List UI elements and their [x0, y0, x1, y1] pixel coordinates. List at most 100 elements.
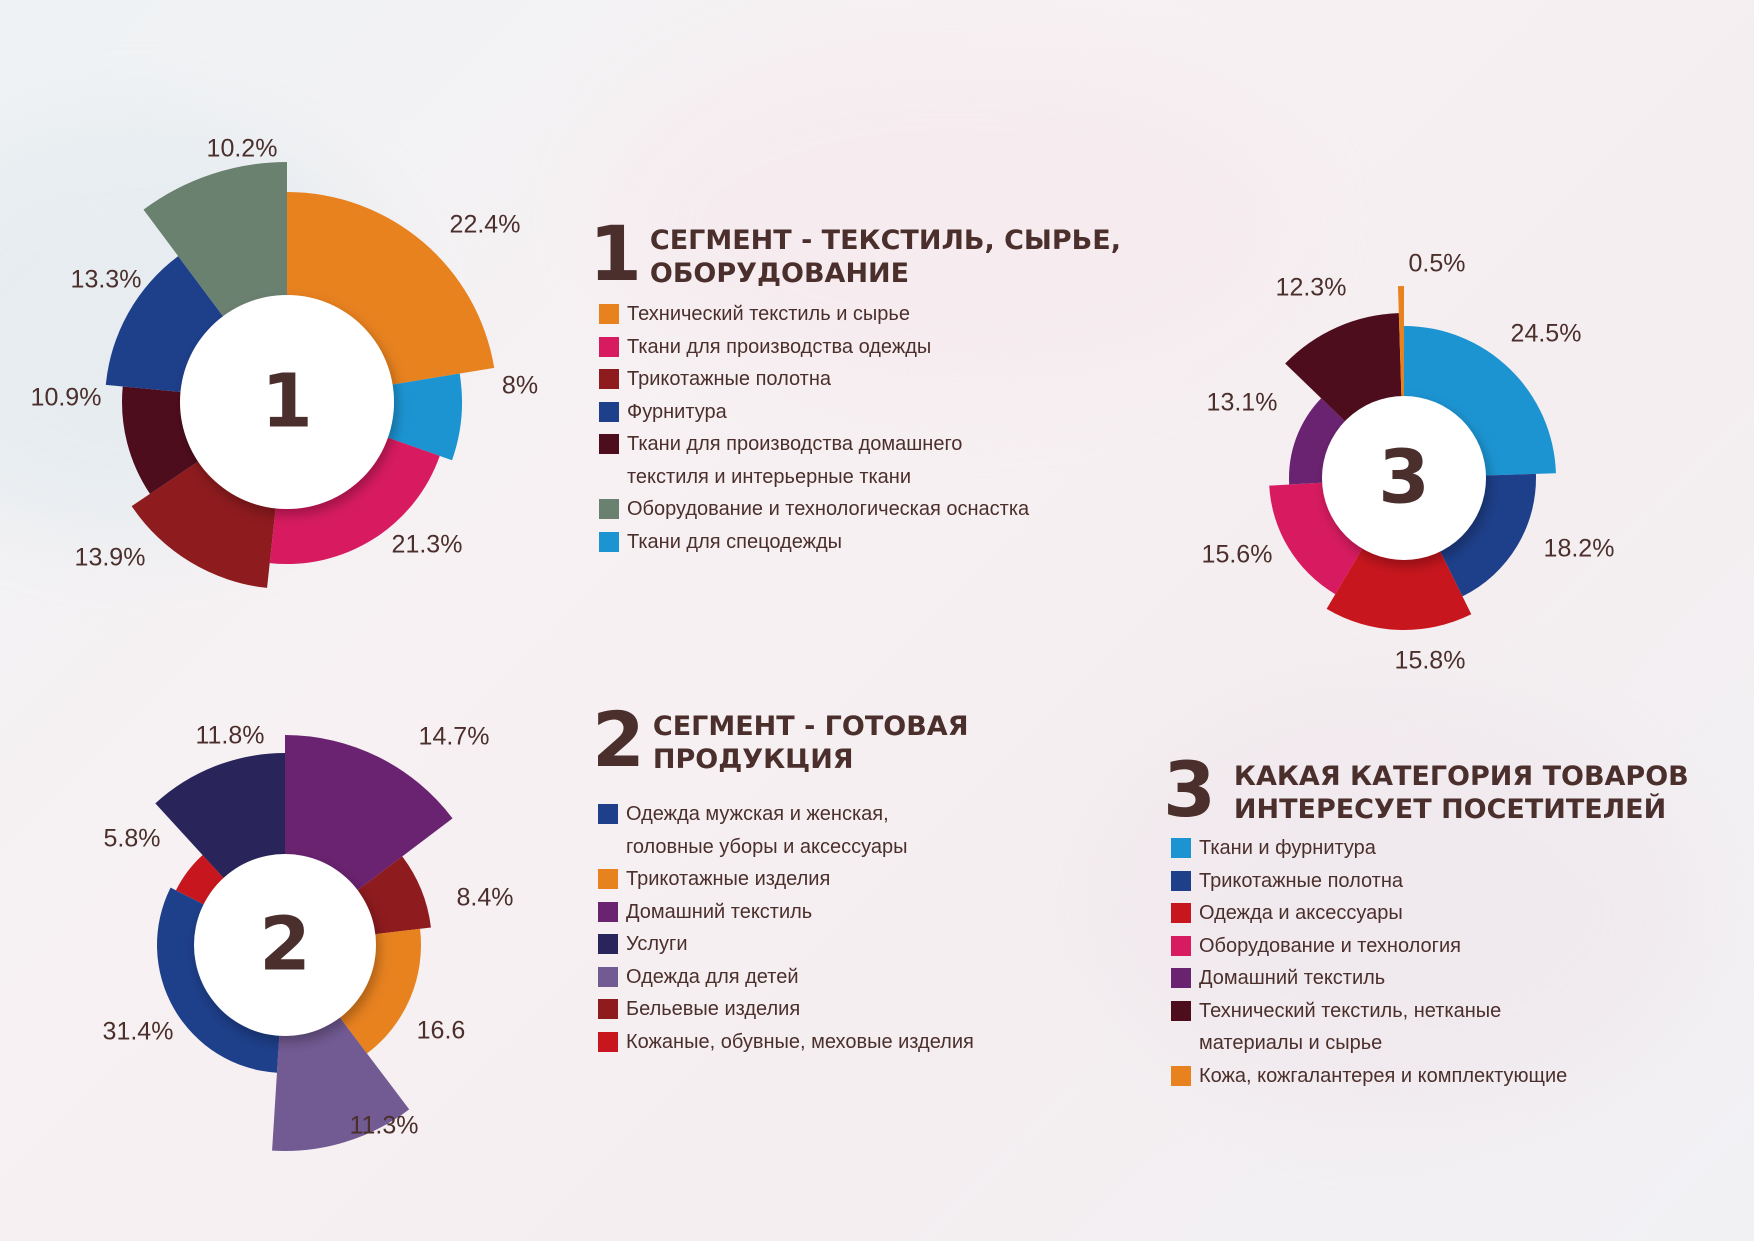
- visitor-interest-title: КАКАЯ КАТЕГОРИЯ ТОВАРОВ ИНТЕРЕСУЕТ ПОСЕТ…: [1233, 761, 1689, 825]
- legend-item: Кожаные, обувные, меховые изделия: [598, 1026, 974, 1059]
- legend-label: Ткани для производства одежды: [627, 335, 932, 358]
- slice-data-label: 0.5%: [1409, 250, 1466, 278]
- visitor-interest-number: 3: [1163, 745, 1216, 834]
- legend-swatch: [598, 934, 618, 954]
- slice-data-label: 14.7%: [419, 723, 490, 751]
- segment-2-number: 2: [592, 695, 645, 784]
- legend-label: Оборудование и технология: [1199, 934, 1461, 957]
- legend-swatch: [599, 434, 619, 454]
- legend-item: Ткани и фурнитура: [1171, 832, 1689, 865]
- segment-1-title: СЕГМЕНТ - ТЕКСТИЛЬ, СЫРЬЕ, ОБОРУДОВАНИЕ: [649, 225, 1121, 289]
- slice-data-label: 11.3%: [349, 1112, 418, 1140]
- slice-data-label: 10.9%: [31, 384, 102, 412]
- legend-item: Ткани для спецодежды: [599, 526, 1121, 559]
- legend-label: Трикотажные изделия: [626, 868, 831, 890]
- visitor-interest-legend: Ткани и фурнитура Трикотажные полотна Од…: [1171, 832, 1689, 1092]
- pie-slice: [1289, 398, 1349, 485]
- legend-label: Ткани для спецодежды: [627, 530, 843, 553]
- legend-item: Оборудование и технологическая оснастка: [599, 493, 1121, 526]
- pie-slice: [336, 928, 422, 1054]
- legend-item: Кожа, кожгалантерея и комплектующие: [1171, 1060, 1689, 1093]
- legend-swatch: [1171, 838, 1191, 858]
- legend-item: Одежда и аксессуары: [1171, 897, 1689, 930]
- legend-item: Одежда для детей: [598, 961, 974, 994]
- legend-swatch: [1171, 1065, 1191, 1086]
- legend-swatch: [599, 401, 619, 422]
- center-number: 2: [259, 902, 311, 988]
- pie-slice: [1326, 544, 1472, 630]
- legend-swatch: [1171, 870, 1191, 891]
- pie-slice: [287, 192, 495, 386]
- slice-data-label: 8%: [502, 372, 538, 400]
- slice-data-label: 13.3%: [71, 266, 142, 294]
- legend-item: Технический текстиль, нетканые материалы…: [1171, 995, 1689, 1060]
- legend-label: Кожаные, обувные, меховые изделия: [626, 1030, 974, 1053]
- slice-data-label: 15.8%: [1395, 647, 1466, 675]
- pie-slice: [1397, 286, 1404, 402]
- pie-slice: [155, 753, 285, 882]
- legend-label: Услуги: [626, 933, 688, 955]
- legend-swatch: [1171, 968, 1191, 988]
- legend-item: Трикотажные полотна: [599, 363, 1121, 396]
- legend-swatch: [599, 531, 619, 552]
- pie-slice: [105, 256, 227, 393]
- legend-item: Бельевые изделия: [598, 993, 974, 1026]
- slice-data-label: 16.6: [417, 1017, 466, 1045]
- chart-segment-2: 14.7% 8.4% 16.6 11.3% 31.4% 5.8% 11.8% 2: [103, 722, 513, 1152]
- legend-swatch: [598, 804, 618, 824]
- slice-data-label: 31.4%: [103, 1018, 174, 1046]
- center-disc: [180, 295, 394, 509]
- segment-2-legend-block: 2 СЕГМЕНТ - ГОТОВАЯ ПРОДУКЦИЯ Одежда муж…: [592, 695, 974, 1058]
- legend-label: Одежда и аксессуары: [1199, 902, 1403, 924]
- legend-label: Бельевые изделия: [626, 998, 801, 1020]
- slice-data-label: 21.3%: [392, 531, 463, 559]
- legend-label: Оборудование и технологическая оснастка: [627, 498, 1030, 520]
- legend-label: Одежда мужская и женская, головные уборы…: [626, 803, 908, 858]
- legend-swatch: [1171, 935, 1191, 956]
- pie-slice: [1285, 313, 1402, 425]
- pie-slice: [285, 734, 453, 894]
- segment-2-legend: Одежда мужская и женская, головные уборы…: [598, 798, 974, 1058]
- slice-data-label: 11.8%: [195, 722, 264, 750]
- legend-label: Домашний текстиль: [1199, 967, 1386, 989]
- legend-swatch: [599, 369, 619, 389]
- legend-label: Ткани и фурнитура: [1199, 837, 1376, 859]
- center-disc: [194, 854, 376, 1036]
- pie-slice: [269, 435, 440, 564]
- legend-label: Ткани для производства домашнего текстил…: [627, 433, 963, 488]
- slice-data-label: 12.3%: [1276, 274, 1347, 302]
- slice-data-label: 18.2%: [1544, 535, 1615, 563]
- legend-swatch: [1171, 1000, 1191, 1021]
- legend-swatch: [599, 499, 619, 519]
- legend-item: Технический текстиль и сырье: [599, 298, 1121, 331]
- legend-swatch: [1171, 903, 1191, 923]
- legend-item: Трикотажные изделия: [598, 863, 974, 896]
- legend-swatch: [598, 901, 618, 922]
- legend-item: Ткани для производства домашнего текстил…: [599, 428, 1121, 493]
- slice-data-label: 22.4%: [450, 211, 521, 239]
- slice-data-label: 15.6%: [1202, 541, 1273, 569]
- legend-item: Фурнитура: [599, 396, 1121, 429]
- legend-item: Оборудование и технология: [1171, 930, 1689, 963]
- legend-swatch: [598, 869, 618, 889]
- legend-swatch: [599, 304, 619, 324]
- visitor-interest-legend-block: 3 КАКАЯ КАТЕГОРИЯ ТОВАРОВ ИНТЕРЕСУЕТ ПОС…: [1163, 745, 1689, 1092]
- legend-swatch: [599, 336, 619, 357]
- legend-swatch: [598, 966, 618, 987]
- pie-slice: [131, 458, 277, 588]
- legend-swatch: [598, 999, 618, 1019]
- segment-2-title: СЕГМЕНТ - ГОТОВАЯ ПРОДУКЦИЯ: [652, 711, 969, 775]
- center-number: 3: [1378, 435, 1430, 521]
- pie-slice: [1269, 482, 1365, 595]
- chart-segment-1: 22.4% 8% 21.3% 13.9% 10.9% 13.3% 10.2% 1: [31, 135, 538, 588]
- segment-1-number: 1: [589, 209, 642, 298]
- legend-swatch: [598, 1031, 618, 1052]
- legend-item: Услуги: [598, 928, 974, 961]
- legend-label: Трикотажные полотна: [627, 368, 832, 390]
- pie-slice: [353, 856, 431, 935]
- legend-label: Трикотажные полотна: [1199, 869, 1404, 892]
- legend-label: Одежда для детей: [626, 965, 799, 988]
- chart-visitor-interest: 24.5% 18.2% 15.8% 15.6% 13.1% 12.3% 0.5% 3: [1202, 250, 1615, 675]
- legend-label: Домашний текстиль: [626, 900, 813, 923]
